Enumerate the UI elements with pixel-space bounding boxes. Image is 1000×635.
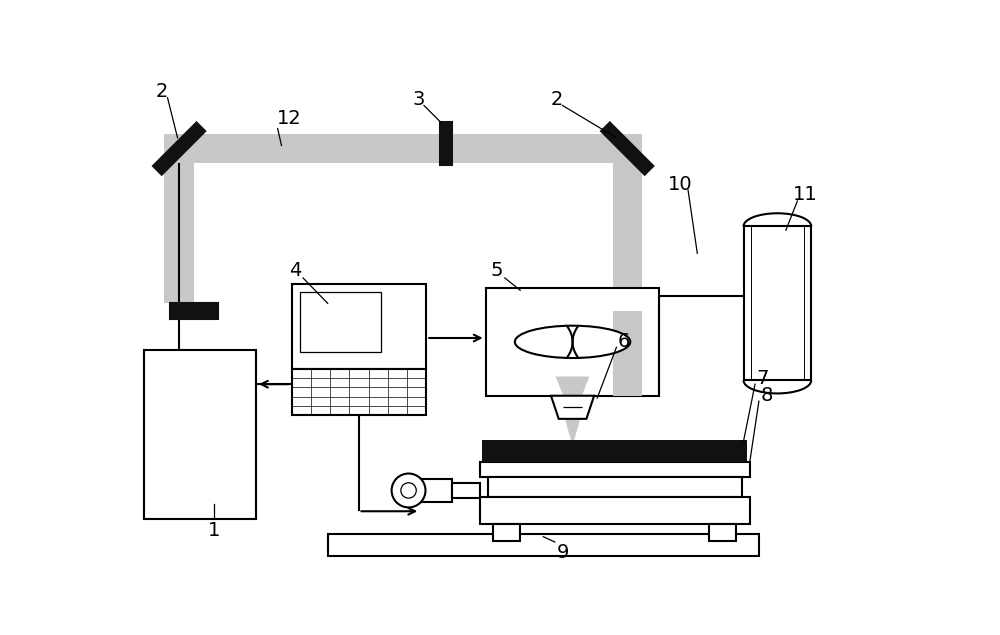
Bar (480, 462, 750, 478)
Bar (480, 497, 750, 525)
Circle shape (392, 474, 425, 507)
Text: 4: 4 (289, 261, 302, 280)
Circle shape (401, 483, 416, 498)
Polygon shape (601, 123, 653, 175)
Polygon shape (153, 123, 205, 175)
Bar (292, 284, 426, 369)
Text: 3: 3 (412, 90, 425, 109)
Bar (482, 441, 747, 462)
Bar (328, 534, 759, 556)
Ellipse shape (515, 326, 630, 358)
Bar (744, 226, 811, 380)
Bar (144, 349, 256, 519)
Bar (300, 292, 381, 352)
Text: 5: 5 (491, 261, 503, 280)
Bar (170, 304, 218, 319)
Bar (613, 134, 642, 311)
Polygon shape (556, 377, 590, 407)
Bar (292, 369, 426, 415)
Text: 2: 2 (156, 82, 168, 101)
Bar (486, 288, 659, 396)
Polygon shape (551, 396, 594, 419)
Text: 1: 1 (208, 521, 220, 540)
Bar (709, 525, 736, 541)
Bar (440, 123, 452, 164)
Bar (420, 479, 452, 502)
Bar (164, 134, 194, 304)
Text: 12: 12 (277, 109, 302, 128)
Bar (452, 483, 480, 498)
Text: 9: 9 (556, 542, 569, 561)
Text: 7: 7 (757, 368, 769, 387)
Bar (613, 311, 642, 396)
Text: 10: 10 (668, 175, 693, 194)
Text: 8: 8 (760, 386, 773, 405)
Bar (493, 525, 520, 541)
Text: 11: 11 (793, 185, 817, 204)
Bar (488, 478, 742, 497)
Text: 6: 6 (618, 332, 630, 351)
Text: 2: 2 (551, 90, 563, 109)
Bar (164, 134, 642, 163)
Polygon shape (565, 419, 580, 441)
